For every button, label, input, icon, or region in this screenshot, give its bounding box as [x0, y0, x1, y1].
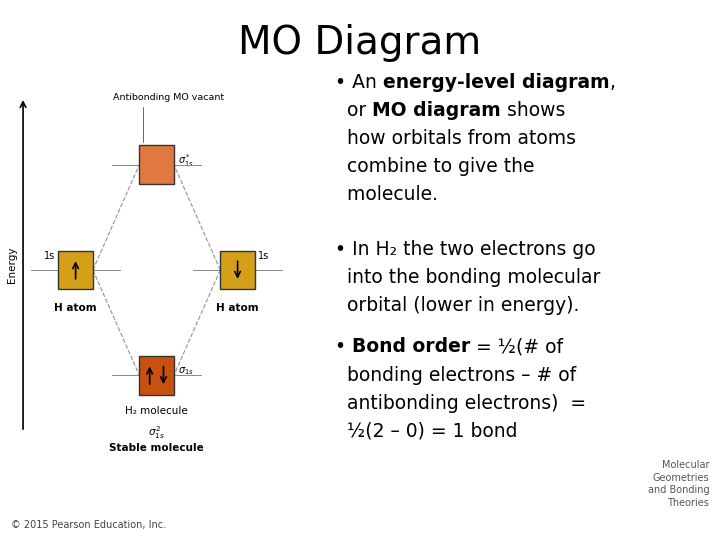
FancyBboxPatch shape: [58, 251, 93, 289]
Text: into the bonding molecular: into the bonding molecular: [335, 268, 600, 287]
Text: energy-level diagram: energy-level diagram: [382, 73, 609, 92]
Text: ,: ,: [609, 73, 616, 92]
Text: H atom: H atom: [54, 303, 97, 313]
FancyBboxPatch shape: [140, 145, 174, 184]
Text: molecule.: molecule.: [335, 185, 438, 204]
Text: $\sigma^2_{1s}$: $\sigma^2_{1s}$: [148, 424, 165, 441]
Text: Bond order: Bond order: [352, 338, 470, 356]
Text: 1s: 1s: [258, 251, 269, 261]
Text: Energy: Energy: [6, 246, 17, 283]
Text: •: •: [335, 338, 352, 356]
Text: ½(2 – 0) = 1 bond: ½(2 – 0) = 1 bond: [335, 422, 517, 441]
Text: how orbitals from atoms: how orbitals from atoms: [335, 129, 576, 148]
Text: H atom: H atom: [216, 303, 259, 313]
Text: MO Diagram: MO Diagram: [238, 24, 482, 62]
Text: 1s: 1s: [44, 251, 55, 261]
Text: © 2015 Pearson Education, Inc.: © 2015 Pearson Education, Inc.: [11, 520, 166, 530]
Text: Antibonding MO vacant: Antibonding MO vacant: [114, 93, 225, 143]
Text: = ½(# of: = ½(# of: [470, 338, 563, 356]
FancyBboxPatch shape: [140, 356, 174, 395]
Text: combine to give the: combine to give the: [335, 157, 534, 176]
Text: Molecular
Geometries
and Bonding
Theories: Molecular Geometries and Bonding Theorie…: [647, 461, 709, 508]
Text: MO diagram: MO diagram: [372, 101, 501, 120]
Text: H₂ molecule: H₂ molecule: [125, 406, 188, 416]
Text: $\sigma^*_{1s}$: $\sigma^*_{1s}$: [179, 152, 194, 169]
Text: • In H₂ the two electrons go: • In H₂ the two electrons go: [335, 240, 595, 259]
Text: orbital (lower in energy).: orbital (lower in energy).: [335, 296, 579, 315]
Text: antibonding electrons)  =: antibonding electrons) =: [335, 394, 586, 413]
Text: • An: • An: [335, 73, 382, 92]
Text: shows: shows: [501, 101, 565, 120]
FancyBboxPatch shape: [220, 251, 255, 289]
Text: $\sigma_{1s}$: $\sigma_{1s}$: [179, 366, 194, 377]
Text: Stable molecule: Stable molecule: [109, 443, 204, 454]
Text: or: or: [335, 101, 372, 120]
Text: bonding electrons – # of: bonding electrons – # of: [335, 366, 576, 384]
